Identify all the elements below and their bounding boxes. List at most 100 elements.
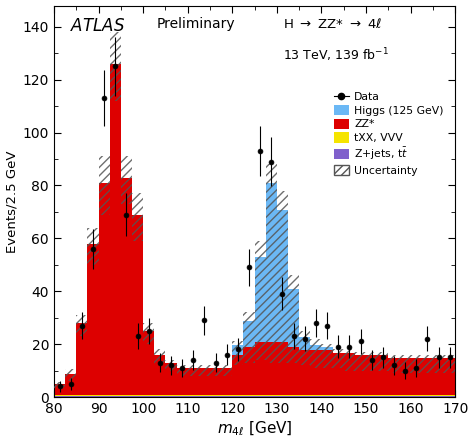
Bar: [188, 396, 199, 397]
Bar: [333, 396, 344, 397]
Bar: [165, 395, 177, 396]
Bar: [321, 347, 333, 350]
Bar: [188, 369, 199, 395]
Bar: [410, 358, 422, 395]
Bar: [355, 396, 366, 397]
Bar: [310, 345, 321, 350]
Bar: [54, 382, 65, 389]
Bar: [266, 164, 277, 363]
Bar: [221, 396, 232, 397]
Bar: [177, 369, 188, 395]
Bar: [366, 395, 377, 396]
Bar: [255, 258, 266, 342]
Bar: [422, 355, 433, 373]
Bar: [433, 358, 444, 395]
Bar: [333, 349, 344, 368]
Bar: [154, 396, 165, 397]
Bar: [299, 395, 310, 396]
Bar: [344, 353, 355, 395]
Bar: [232, 395, 244, 396]
Bar: [310, 339, 321, 368]
Bar: [244, 347, 255, 395]
Bar: [255, 342, 266, 395]
Bar: [410, 396, 422, 397]
Bar: [310, 395, 321, 396]
Bar: [232, 341, 244, 365]
Bar: [299, 331, 310, 365]
Bar: [199, 369, 210, 395]
Bar: [154, 349, 165, 365]
Bar: [344, 396, 355, 397]
Bar: [221, 395, 232, 396]
Bar: [266, 396, 277, 397]
Bar: [221, 369, 232, 395]
Bar: [355, 352, 366, 371]
Bar: [199, 365, 210, 376]
Bar: [210, 365, 221, 376]
Bar: [366, 352, 377, 371]
Bar: [121, 395, 132, 396]
Bar: [400, 355, 410, 373]
Bar: [310, 396, 321, 397]
Bar: [377, 355, 388, 395]
Bar: [366, 396, 377, 397]
Bar: [154, 395, 165, 396]
Bar: [109, 64, 121, 395]
Bar: [321, 395, 333, 396]
Bar: [321, 350, 333, 395]
Bar: [277, 395, 288, 396]
Bar: [255, 396, 266, 397]
Bar: [109, 32, 121, 101]
Bar: [244, 313, 255, 363]
Bar: [121, 156, 132, 204]
Bar: [388, 395, 400, 396]
Bar: [366, 355, 377, 395]
Bar: [444, 396, 455, 397]
Bar: [121, 178, 132, 395]
Bar: [76, 395, 87, 396]
Bar: [288, 289, 299, 347]
Bar: [232, 345, 244, 355]
Bar: [422, 358, 433, 395]
Bar: [422, 396, 433, 397]
Bar: [277, 191, 288, 363]
Bar: [377, 395, 388, 396]
Bar: [65, 395, 76, 396]
Bar: [288, 347, 299, 395]
Bar: [177, 365, 188, 376]
Bar: [388, 396, 400, 397]
Bar: [199, 395, 210, 396]
Text: $\bf{\it{ATLAS}}$: $\bf{\it{ATLAS}}$: [70, 17, 125, 36]
Bar: [255, 395, 266, 396]
Bar: [65, 374, 76, 395]
Bar: [99, 396, 109, 397]
Bar: [210, 369, 221, 395]
Bar: [132, 395, 143, 396]
Bar: [299, 350, 310, 395]
Bar: [99, 395, 109, 396]
Bar: [355, 395, 366, 396]
Bar: [109, 395, 121, 396]
Bar: [109, 396, 121, 397]
Bar: [177, 395, 188, 396]
Bar: [221, 365, 232, 376]
Bar: [321, 344, 333, 368]
Bar: [232, 355, 244, 395]
Bar: [165, 363, 177, 395]
Bar: [433, 395, 444, 396]
Bar: [299, 396, 310, 397]
Bar: [377, 352, 388, 371]
Bar: [210, 396, 221, 397]
Bar: [132, 396, 143, 397]
Bar: [266, 183, 277, 342]
Bar: [76, 324, 87, 395]
Bar: [177, 396, 188, 397]
Bar: [121, 396, 132, 397]
Bar: [188, 365, 199, 376]
Bar: [288, 275, 299, 363]
Legend: Data, Higgs (125 GeV), ZZ*, tXX, VVV, Z+jets, t$\bar{t}$, Uncertainty: Data, Higgs (125 GeV), ZZ*, tXX, VVV, Z+…: [331, 89, 446, 178]
Bar: [433, 355, 444, 373]
Bar: [321, 396, 333, 397]
Bar: [344, 395, 355, 396]
Bar: [277, 342, 288, 395]
